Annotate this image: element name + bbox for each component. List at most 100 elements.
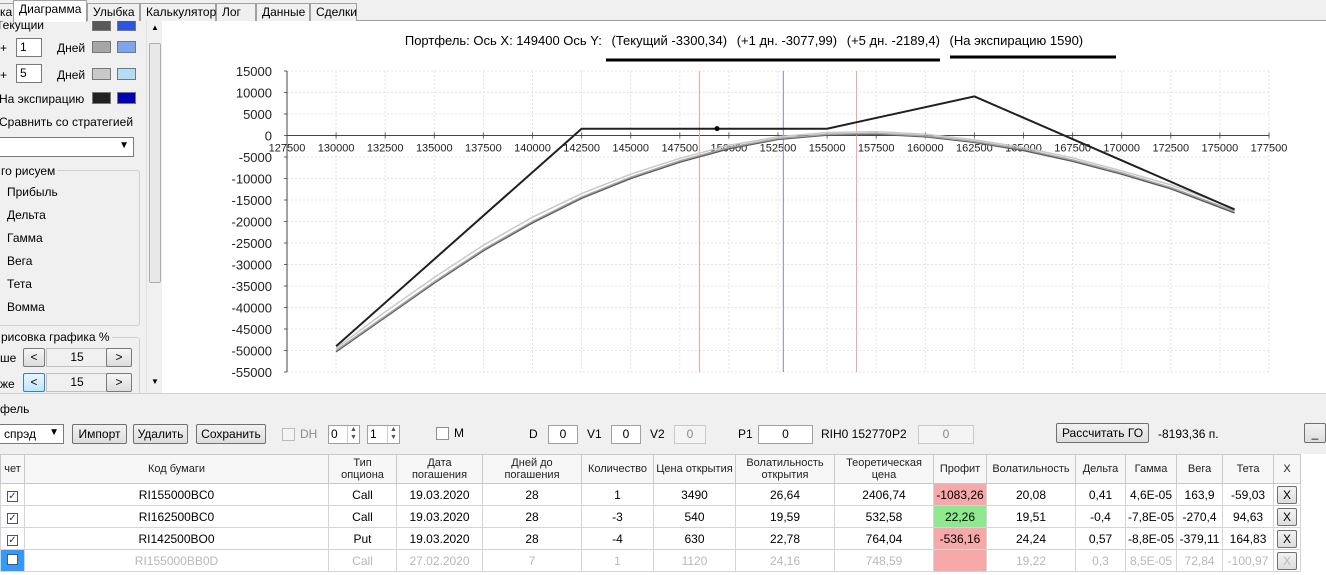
row-checkbox-cell[interactable]: ✓ (0, 527, 25, 550)
tab-partial[interactable]: ка (0, 3, 14, 21)
updown-icon[interactable]: ▲ ▼ (387, 426, 399, 443)
col-header-vega[interactable]: Вега (1176, 454, 1224, 484)
cell-theta: -100,97 (1222, 549, 1275, 572)
compare-strategy-select[interactable]: ▼ (0, 137, 134, 157)
save-button[interactable]: Сохранить (196, 424, 266, 444)
calculate-go-button[interactable]: Рассчитать ГО (1056, 423, 1149, 443)
portfolio-section-title: фель (0, 402, 30, 416)
lower-increase-button[interactable]: > (106, 373, 132, 392)
current-blue-swatch[interactable] (117, 21, 136, 31)
col-header-gamma[interactable]: Гамма (1124, 454, 1178, 484)
plus5-blue-swatch[interactable] (117, 68, 136, 80)
col-header-theta[interactable]: Тета (1222, 454, 1275, 484)
col-header-code[interactable]: Код бумаги (24, 454, 329, 484)
tab-calculator[interactable]: Калькулятор (140, 3, 216, 21)
col-header-price[interactable]: Цена открытия (653, 454, 736, 484)
dh-spin-2[interactable]: 1 ▲ ▼ (367, 425, 400, 444)
col-header-qty[interactable]: Количество (581, 454, 654, 484)
remove-row-button[interactable]: X (1277, 529, 1298, 548)
col-header-account[interactable]: чет (0, 454, 25, 484)
col-header-profit[interactable]: Профит (933, 454, 987, 484)
cursor-point-marker (714, 126, 720, 132)
draw-item-vega[interactable]: Вега (7, 254, 33, 268)
updown-icon[interactable]: ▲ ▼ (347, 426, 359, 443)
tab-trades[interactable]: Сделки (310, 3, 357, 21)
compare-strategy-checkbox-label[interactable]: Сравнить со стратегией (0, 115, 134, 129)
dh-spin-1-value: 0 (331, 427, 338, 441)
x-tick-label: 160000 (907, 143, 944, 155)
cell-price[interactable]: 1120 (653, 549, 736, 572)
v2-field[interactable]: 0 (674, 425, 706, 444)
check-icon[interactable]: ✓ (7, 512, 18, 524)
cell-profit: -1083,26 (933, 483, 987, 506)
table-row[interactable]: ✓ RI155000BC0 Call 19.03.2020 28 1 3490 … (0, 483, 1302, 506)
row-checkbox-cell[interactable] (0, 549, 25, 572)
remove-row-button[interactable]: X (1277, 551, 1298, 570)
strategy-select[interactable]: спрэд ▼ (0, 424, 64, 444)
col-header-theo[interactable]: Теоретическая цена (834, 454, 934, 484)
higher-increase-button[interactable]: > (106, 348, 132, 367)
payoff-chart[interactable]: Портфель: Ось X: 149400 Ось Y: (Текущий … (162, 21, 1326, 393)
p1-field[interactable]: 0 (758, 425, 813, 444)
import-button[interactable]: Импорт (72, 424, 127, 444)
cell-qty[interactable]: -3 (581, 505, 654, 528)
tab-data[interactable]: Данные (256, 3, 310, 21)
cell-vega: 72,84 (1176, 549, 1224, 572)
plus5-gray-swatch[interactable] (92, 68, 111, 80)
cell-price[interactable]: 540 (653, 505, 736, 528)
row-checkbox-cell[interactable]: ✓ (0, 505, 25, 528)
col-header-vol[interactable]: Волатильность (986, 454, 1076, 484)
col-header-date[interactable]: Дата погашения (396, 454, 483, 484)
table-row[interactable]: ✓ RI162500BC0 Call 19.03.2020 28 -3 540 … (0, 505, 1302, 528)
higher-decrease-button[interactable]: < (23, 348, 45, 367)
col-header-delta[interactable]: Дельта (1075, 454, 1126, 484)
cell-qty[interactable]: 1 (581, 483, 654, 506)
row-checkbox-cell[interactable]: ✓ (0, 483, 25, 506)
plus1-days-input[interactable]: 1 (16, 38, 42, 57)
dh-spin-1[interactable]: 0 ▲ ▼ (328, 425, 360, 444)
table-row[interactable]: ✓ RI142500BO0 Put 19.03.2020 28 -4 630 2… (0, 527, 1302, 550)
plus5-days-input[interactable]: 5 (16, 64, 42, 83)
v1-field[interactable]: 0 (611, 425, 641, 444)
cell-price[interactable]: 3490 (653, 483, 736, 506)
panel-splitter[interactable] (0, 393, 1326, 399)
check-icon[interactable]: ✓ (7, 534, 18, 546)
p2-field[interactable]: 0 (918, 425, 974, 444)
delete-button[interactable]: Удалить (133, 424, 188, 444)
dh-checkbox[interactable] (282, 428, 295, 441)
tab-diagram[interactable]: Диаграмма (13, 0, 87, 22)
current-gray-swatch[interactable] (92, 21, 111, 31)
draw-item-profit[interactable]: Прибыль (7, 185, 58, 199)
draw-item-gamma[interactable]: Гамма (7, 231, 43, 245)
tab-log[interactable]: Лог (216, 3, 256, 21)
scrollbar-thumb[interactable] (149, 43, 161, 283)
check-icon[interactable]: ✓ (7, 490, 18, 502)
col-header-type[interactable]: Тип опциона (328, 454, 397, 484)
draw-item-vomma[interactable]: Вомма (7, 300, 45, 314)
unchecked-checkbox-icon[interactable] (7, 553, 18, 565)
col-header-vol-open[interactable]: Волатильность открытия (735, 454, 835, 484)
minimize-button[interactable]: _ (1304, 423, 1326, 443)
plus1-gray-swatch[interactable] (92, 41, 111, 53)
cell-qty[interactable]: 1 (581, 549, 654, 572)
lower-decrease-button[interactable]: < (23, 373, 45, 392)
plus1-blue-swatch[interactable] (117, 41, 136, 53)
left-panel-scrollbar[interactable]: ▲ ▼ (146, 21, 162, 393)
cell-qty[interactable]: -4 (581, 527, 654, 550)
d-field[interactable]: 0 (548, 425, 578, 444)
draw-item-delta[interactable]: Дельта (7, 208, 46, 222)
expiry-black-swatch[interactable] (92, 92, 111, 104)
cell-price[interactable]: 630 (653, 527, 736, 550)
cell-date: 19.03.2020 (396, 527, 483, 550)
col-header-days[interactable]: Дней до погашения (482, 454, 582, 484)
draw-item-theta[interactable]: Тета (7, 277, 32, 291)
remove-row-button[interactable]: X (1277, 485, 1298, 504)
remove-row-button[interactable]: X (1277, 507, 1298, 526)
scroll-down-icon[interactable]: ▼ (151, 377, 159, 386)
series-line (335, 130, 1235, 350)
m-checkbox[interactable] (436, 427, 449, 440)
tab-smile[interactable]: Улыбка (87, 3, 140, 21)
table-row-disabled[interactable]: RI155000BB0D Call 27.02.2020 7 1 1120 24… (0, 549, 1302, 572)
expiry-blue-swatch[interactable] (117, 92, 136, 104)
scroll-up-icon[interactable]: ▲ (151, 23, 159, 32)
